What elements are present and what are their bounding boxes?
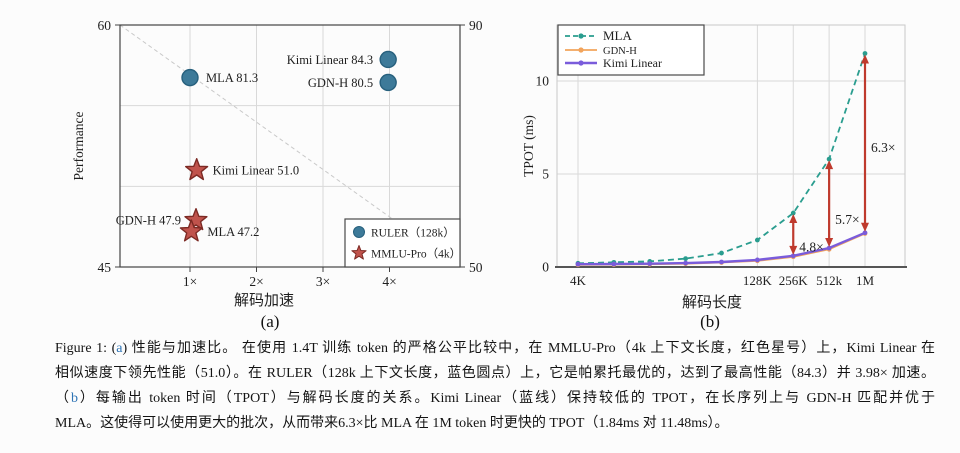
series-mla (575, 51, 868, 266)
data-point-marker (719, 250, 724, 256)
x-tick-label: 128K (743, 273, 773, 288)
point-label: MLA 81.3 (206, 71, 258, 85)
data-point-marker (862, 230, 868, 236)
x-axis-tick-label: 1× (183, 274, 197, 289)
legend-mmlu-label: MMLU-Pro（4k） (371, 248, 461, 261)
data-point-marker (754, 257, 760, 263)
legend-b-label: Kimi Linear (603, 56, 662, 70)
data-point-marker (683, 256, 689, 262)
chart-a-performance-vs-speedup: 60 45 90 50 1× 2× 3× 4× Performance 解码加速 MLA 81.3 K… (55, 10, 485, 340)
y-axis-label: TPOT (ms) (521, 115, 536, 177)
ruler-circle-point (181, 68, 199, 87)
plot-border-a (119, 24, 461, 268)
x-tick-label: 4K (570, 273, 587, 288)
caption-text: ）每输出 token 时间（TPOT）与解码长度的关系。Kimi Linear（… (77, 391, 935, 406)
caption-line-4: MLA。这使得可以使用更大的批次，从而带来6.3×比 MLA 在 1M toke… (55, 411, 935, 436)
mmlu-star-point (184, 157, 209, 181)
caption-line-1: Figure 1: (a) 性能与加速比。 在使用 1.4T 训练 token … (55, 336, 935, 361)
caption-text: Figure 1: ( (55, 341, 117, 356)
data-point-marker (754, 237, 760, 243)
series-kimi-linear (575, 230, 868, 267)
left-axis-tick-label: 45 (98, 260, 112, 275)
chart-b-tpot-vs-length: 0 5 10 4K 128K 256K 512k 1M TPOT (ms) 解码长度 4.8× 5.7… (520, 10, 940, 340)
figure-caption: Figure 1: (a) 性能与加速比。 在使用 1.4T 训练 token … (55, 336, 935, 436)
series-mmlu-pro (179, 157, 209, 242)
data-point-marker (719, 259, 724, 265)
speedup-arrow (861, 54, 869, 232)
legend-ruler-label: RULER（128k） (371, 227, 455, 240)
point-label: Kimi Linear 84.3 (287, 53, 373, 67)
x-axis-tick-label: 3× (316, 274, 330, 289)
x-axis-tick-label: 2× (249, 274, 263, 289)
x-axis-label: 解码加速 (234, 292, 294, 309)
data-point-marker (790, 210, 796, 216)
speedup-arrow-label: 6.3× (871, 140, 896, 155)
caption-line-2: 相似速度下领先性能（51.0）。在 RULER（128k 上下文长度，蓝色圆点）… (55, 361, 935, 386)
x-tick-label: 256K (779, 273, 809, 288)
y-tick-label: 0 (542, 260, 549, 275)
x-tick-label: 512k (816, 273, 843, 288)
point-label: Kimi Linear 51.0 (213, 164, 299, 178)
legend-a: RULER（128k） MMLU-Pro（4k） (344, 218, 461, 268)
point-label: MLA 47.2 (207, 225, 259, 239)
data-point-marker (683, 260, 689, 266)
ruler-circle-point (379, 50, 397, 69)
subfigure-a-label: (a) (260, 312, 280, 331)
y-tick-label: 5 (542, 167, 549, 182)
legend-mmlu-marker (351, 245, 367, 260)
x-axis-tick-label: 4× (382, 274, 396, 289)
caption-subfigure-ref[interactable]: b (70, 391, 78, 406)
point-label: GDN-H 80.5 (308, 76, 373, 90)
x-tick-label: 1M (856, 273, 875, 288)
data-point-marker (647, 261, 653, 267)
ticks-a (115, 24, 465, 272)
subfigure-b-label: (b) (700, 312, 720, 331)
ruler-circle-point (379, 73, 397, 92)
right-axis-tick-label: 90 (469, 18, 483, 33)
series-ruler (181, 50, 397, 92)
data-point-marker (826, 245, 832, 251)
data-point-marker (790, 253, 796, 259)
caption-text: （ (55, 391, 71, 406)
left-axis-tick-label: 60 (98, 18, 112, 33)
data-point-marker (611, 261, 617, 267)
point-label: GDN-H 47.9 (116, 214, 181, 228)
legend-b-label: GDN-H (603, 46, 637, 57)
caption-text: 相似速度下领先性能（51.0）。在 RULER（128k 上下文长度，蓝色圆点）… (55, 366, 935, 381)
line-plot-tpot-length: 0 5 10 4K 128K 256K 512k 1M TPOT (ms) 解码长度 4.8× 5.7… (521, 24, 907, 310)
data-point-marker (826, 156, 832, 162)
legend-b-label: MLA (603, 28, 633, 43)
speedup-arrow (789, 214, 798, 255)
data-point-marker (862, 51, 868, 56)
legend-ruler-marker (353, 226, 365, 238)
mmlu-star-point (179, 219, 204, 242)
data-point-marker (575, 261, 581, 267)
speedup-arrow-label: 4.8× (799, 240, 824, 255)
caption-text: ) 性能与加速比。 在使用 1.4T 训练 token 的严格公平比较中，在 M… (122, 341, 936, 356)
speedup-arrow (825, 160, 834, 248)
caption-text: MLA。这使得可以使用更大的批次，从而带来6.3×比 MLA 在 1M toke… (55, 416, 729, 431)
speedup-arrow-label: 5.7× (835, 212, 860, 227)
caption-subfigure-ref[interactable]: a (116, 341, 123, 356)
y-tick-label: 10 (536, 74, 550, 89)
x-axis-label: 解码长度 (682, 294, 742, 310)
right-axis-tick-label: 50 (469, 260, 483, 275)
scatter-plot-performance-speedup: 60 45 90 50 1× 2× 3× 4× Performance 解码加速 MLA 81.3 K… (71, 18, 483, 309)
caption-line-3: （b）每输出 token 时间（TPOT）与解码长度的关系。Kimi Linea… (55, 386, 935, 411)
mmlu-star-point (184, 207, 208, 231)
y-axis-label: Performance (71, 112, 86, 181)
